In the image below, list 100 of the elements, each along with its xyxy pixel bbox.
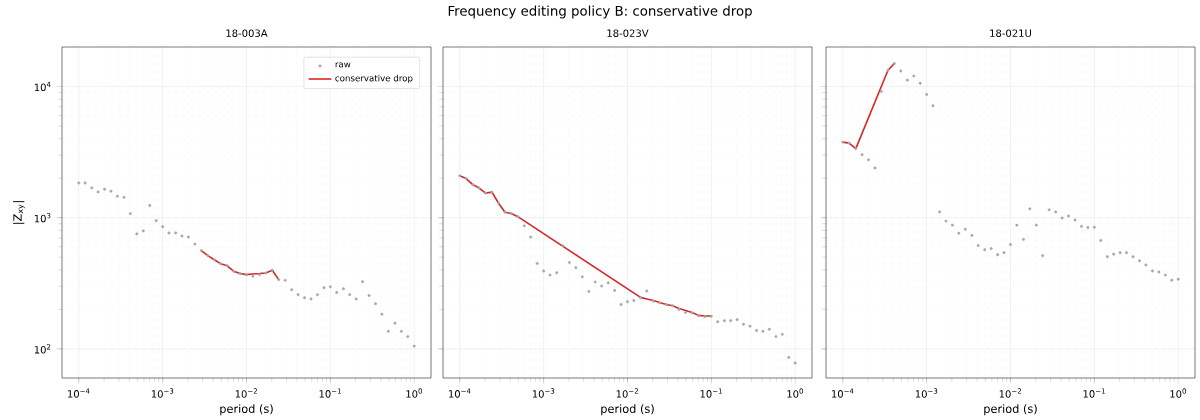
point [703,315,707,319]
point [264,271,268,275]
point [380,312,384,316]
point [503,210,507,214]
point [1054,210,1058,214]
point [1073,218,1077,222]
point [1150,269,1154,273]
chart-title: 18-021U [990,29,1031,37]
point [996,253,1000,257]
point [555,271,559,275]
point [1118,251,1122,255]
point [976,244,980,248]
x-tick-label: 10$^{−2}$ [999,388,1021,398]
legend-label: raw [335,62,351,68]
point [490,190,494,194]
point [983,248,987,252]
point [735,318,739,322]
point [742,322,746,326]
point [193,242,197,246]
point [658,301,662,305]
point [619,303,623,306]
point [1170,278,1174,282]
point [957,231,961,235]
point [174,231,178,235]
point [225,264,229,268]
y-tick-label: 10$^{2}$ [34,344,51,354]
point [464,177,468,181]
point [1015,223,1019,227]
point [251,274,255,278]
point [645,289,649,293]
point [600,284,604,288]
point [787,356,791,359]
x-tick-label: 10$^{−1}$ [700,388,722,398]
point [496,201,500,205]
point [918,81,922,85]
point [729,319,733,323]
point [219,262,223,266]
point [206,254,210,258]
point [761,329,765,333]
point [348,293,352,297]
x-tick-label: 10$^{−3}$ [532,388,555,398]
chart-title: 18-003A [226,29,268,37]
point [1125,251,1129,255]
point [103,187,107,191]
point [1176,277,1180,281]
point [316,293,319,297]
y-axis-title: |Z$_{xy}$| [12,201,25,224]
x-tick-label: 10$^{−1}$ [1083,388,1105,398]
point [322,286,326,290]
point [238,272,242,276]
point [393,321,397,325]
x-tick-label: 10$^{−4}$ [449,388,471,398]
point [767,327,771,331]
point [697,314,700,318]
point [892,62,896,65]
point [109,189,113,193]
point [290,288,294,292]
point [1034,223,1038,227]
point [212,258,216,262]
point [860,153,864,157]
point [516,215,520,219]
point [141,229,145,233]
point [755,329,759,332]
point [970,233,974,237]
legend-label: conservative drop [335,74,413,84]
point [709,314,713,318]
x-axis-title: period (s) [984,404,1037,416]
point [335,291,339,294]
point [232,269,236,273]
point [912,74,916,78]
point [580,275,584,279]
point [867,158,871,162]
point [522,224,526,228]
point [722,319,726,323]
point [593,280,597,284]
point [186,235,190,239]
point [1022,238,1025,241]
point [542,269,546,273]
point [587,289,591,293]
point [651,299,655,303]
point [1067,214,1070,218]
point [154,219,158,223]
point [561,244,565,248]
point [471,183,475,187]
point [905,78,909,82]
point [841,140,845,144]
point [944,219,948,223]
point [361,280,365,284]
point [626,300,629,304]
point [664,303,668,306]
point [963,227,967,231]
point [1157,270,1161,274]
point [950,223,954,227]
point [774,335,778,339]
point [122,195,126,199]
x-tick-label: 10$^{0}$ [406,388,423,398]
point [748,324,752,328]
x-axis-title: period (s) [220,404,273,416]
point [931,104,935,108]
point [77,181,81,185]
